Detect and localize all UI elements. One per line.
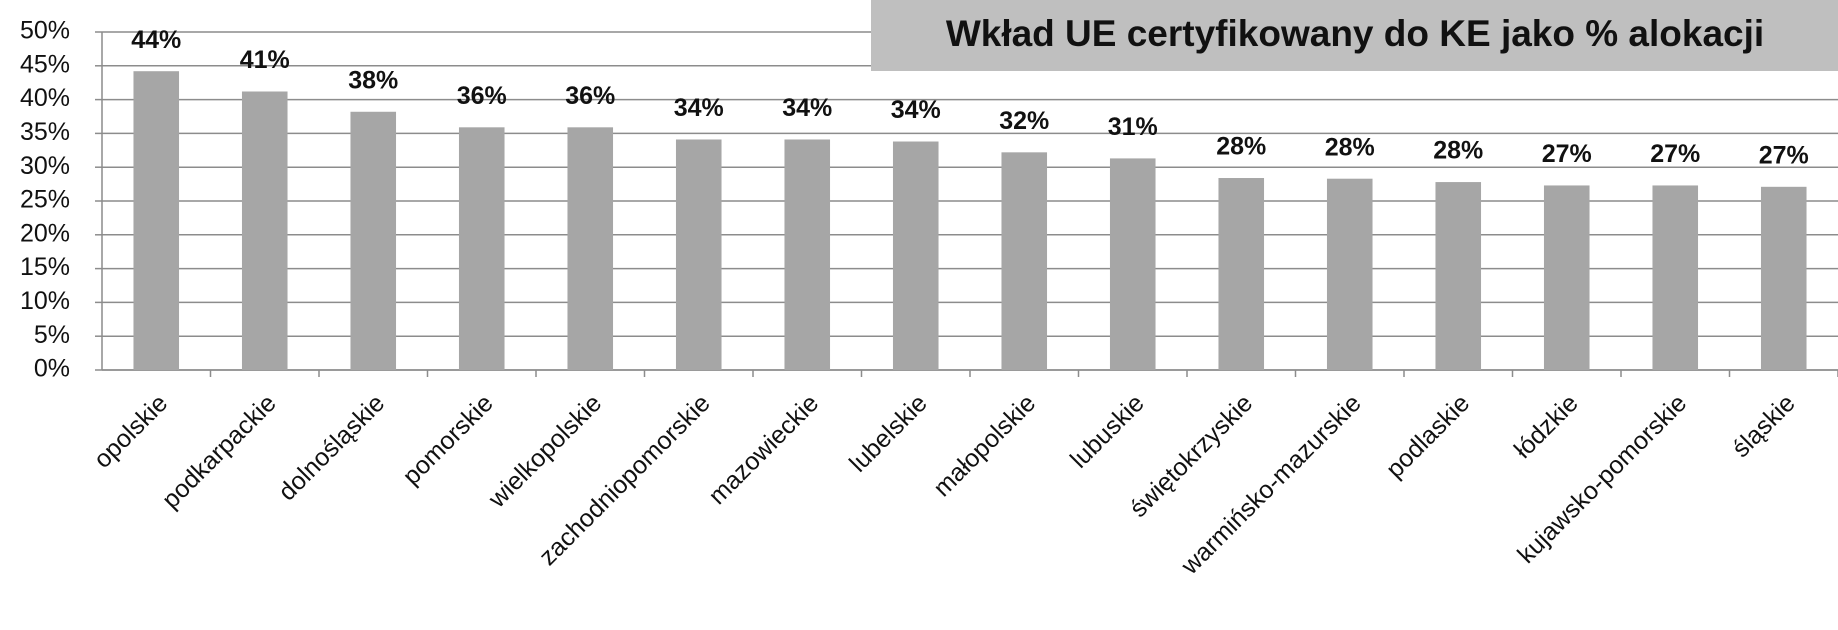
bar <box>1326 178 1373 370</box>
value-label: 36% <box>457 82 507 110</box>
value-label: 27% <box>1542 140 1592 168</box>
bar <box>1218 178 1265 370</box>
x-tick-label: podlaskie <box>1381 389 1475 483</box>
value-label: 32% <box>999 107 1049 135</box>
y-tick-label: 15% <box>20 253 70 281</box>
x-tick-label: lubuskie <box>1065 389 1150 474</box>
bar <box>458 127 505 370</box>
bar <box>1543 185 1590 370</box>
x-tick-label: pomorskie <box>397 389 498 490</box>
bar <box>241 91 288 370</box>
chart-title: Wkład UE certyfikowany do KE jako % alok… <box>946 13 1764 54</box>
y-tick-label: 40% <box>20 84 70 112</box>
value-label: 38% <box>348 66 398 94</box>
y-tick-label: 50% <box>20 17 70 45</box>
bar <box>892 141 939 370</box>
bar <box>1001 152 1048 370</box>
y-tick-label: 30% <box>20 152 70 180</box>
y-tick-label: 5% <box>34 321 70 349</box>
bar <box>133 71 180 370</box>
value-label: 41% <box>240 46 290 74</box>
value-label: 36% <box>565 82 615 110</box>
x-tick-label: podkarpackie <box>157 389 282 514</box>
value-label: 34% <box>891 96 941 124</box>
value-label: 28% <box>1325 133 1375 161</box>
x-tick-label: opolskie <box>89 389 174 474</box>
x-tick-label: dolnośląskie <box>273 389 390 506</box>
value-label: 28% <box>1216 133 1266 161</box>
value-label: 34% <box>782 94 832 122</box>
x-tick-label: wielkopolskie <box>483 389 608 514</box>
value-label: 28% <box>1433 137 1483 165</box>
value-label: 31% <box>1108 113 1158 141</box>
x-tick-label: łódzkie <box>1509 389 1584 464</box>
bar <box>675 139 722 370</box>
y-tick-label: 10% <box>20 287 70 315</box>
bar <box>1435 182 1482 370</box>
value-label: 44% <box>131 26 181 54</box>
value-label: 27% <box>1650 140 1700 168</box>
title-box <box>871 0 1838 71</box>
y-tick-label: 0% <box>34 355 70 383</box>
bar <box>350 111 397 370</box>
x-tick-label: mazowieckie <box>703 389 824 510</box>
value-label: 27% <box>1759 141 1809 169</box>
y-tick-label: 35% <box>20 118 70 146</box>
x-tick-label: małopolskie <box>928 389 1041 502</box>
bar <box>567 127 614 370</box>
y-tick-label: 20% <box>20 219 70 247</box>
bar <box>1760 186 1807 370</box>
x-tick-label: lubelskie <box>844 389 933 478</box>
x-tick-label: śląskie <box>1727 389 1801 463</box>
plot: opolskie 44% podkarpackie 41% dolnośląskie 38… <box>89 26 1809 581</box>
y-tick-label: 45% <box>20 50 70 78</box>
bar <box>1652 185 1699 370</box>
value-label: 34% <box>674 94 724 122</box>
bar <box>784 139 831 370</box>
y-tick-label: 25% <box>20 186 70 214</box>
x-tick-label: warmińsko-mazurskie <box>1175 389 1366 580</box>
bar <box>1109 158 1156 370</box>
